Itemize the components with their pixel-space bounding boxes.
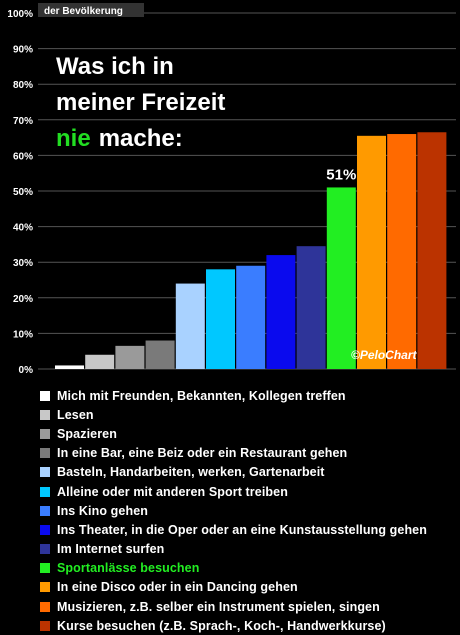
y-tick-label: 100% (7, 9, 33, 20)
legend-item: Ins Theater, in die Oper oder an eine Ku… (40, 520, 427, 539)
legend-item: In eine Disco oder in ein Dancing gehen (40, 578, 427, 597)
legend-item: Basteln, Handarbeiten, werken, Gartenarb… (40, 463, 427, 482)
legend-label: Ins Theater, in die Oper oder an eine Ku… (57, 522, 427, 537)
legend-label: Im Internet surfen (57, 542, 165, 557)
bars (55, 132, 447, 369)
y-tick-label: 60% (13, 151, 33, 162)
legend-item: Im Internet surfen (40, 540, 427, 559)
legend-item: Musizieren, z.B. selber ein Instrument s… (40, 597, 427, 616)
bar (326, 187, 356, 369)
y-tick-label: 20% (13, 294, 33, 305)
bar (357, 135, 386, 369)
legend-swatch (40, 390, 50, 401)
legend-item: Kurse besuchen (z.B. Sprach-, Koch-, Han… (40, 616, 427, 635)
y-tick-label: 80% (13, 80, 33, 91)
legend-swatch (40, 544, 50, 555)
y-tick-label: 10% (13, 329, 33, 340)
subtitle-box (38, 3, 144, 17)
legend-label: In eine Bar, eine Beiz oder ein Restaura… (57, 446, 348, 461)
legend-swatch (40, 582, 50, 593)
bar (175, 283, 205, 369)
title-line-2: meiner Freizeit (56, 89, 225, 116)
y-tick-label: 0% (19, 365, 34, 376)
title-rest: mache: (99, 125, 183, 152)
watermark: ©PeloChart (351, 348, 418, 362)
legend-swatch (40, 486, 50, 497)
y-tick-label: 40% (13, 223, 33, 234)
bar (206, 269, 235, 369)
legend-label: Spazieren (57, 426, 117, 441)
bar-value-label-51: 51% (326, 166, 356, 183)
legend-item: Lesen (40, 405, 427, 424)
bar (145, 340, 175, 369)
legend-swatch (40, 428, 50, 439)
legend-label: Mich mit Freunden, Bekannten, Kollegen t… (57, 388, 346, 403)
legend-swatch (40, 505, 50, 516)
bar (115, 345, 145, 369)
y-tick-label: 90% (13, 45, 33, 56)
legend-label: Basteln, Handarbeiten, werken, Gartenarb… (57, 465, 325, 480)
legend-swatch (40, 563, 50, 574)
legend-item: Spazieren (40, 424, 427, 443)
legend-label: Musizieren, z.B. selber ein Instrument s… (57, 599, 380, 614)
title-line-1: Was ich in (56, 53, 174, 80)
legend-item: Alleine oder mit anderen Sport treiben (40, 482, 427, 501)
legend-label: Sportanlässe besuchen (57, 561, 200, 576)
legend-item: In eine Bar, eine Beiz oder ein Restaura… (40, 444, 427, 463)
legend-swatch (40, 524, 50, 535)
legend-item: Mich mit Freunden, Bekannten, Kollegen t… (40, 386, 427, 405)
bar (266, 255, 296, 369)
chart-subtitle: der Bevölkerung (44, 6, 123, 17)
y-tick-label: 30% (13, 258, 33, 269)
legend-swatch (40, 467, 50, 478)
bar (417, 132, 447, 369)
legend-label: Kurse besuchen (z.B. Sprach-, Koch-, Han… (57, 618, 386, 633)
legend-label: Alleine oder mit anderen Sport treiben (57, 484, 288, 499)
legend-swatch (40, 448, 50, 459)
legend-swatch (40, 409, 50, 420)
legend-label: Lesen (57, 407, 94, 422)
legend-swatch (40, 601, 50, 612)
y-axis-ticks: 100% 90% 80% 70% 60% 50% 40% 30% 20% 10% 0% (7, 9, 33, 376)
legend: Mich mit Freunden, Bekannten, Kollegen t… (40, 386, 427, 635)
title-line-3: nie mache: (56, 125, 183, 152)
legend-item: Sportanlässe besuchen (40, 559, 427, 578)
bar (85, 354, 115, 369)
legend-label: In eine Disco oder in ein Dancing gehen (57, 580, 298, 595)
bar (387, 134, 417, 369)
legend-item: Ins Kino gehen (40, 501, 427, 520)
bar (55, 365, 84, 369)
legend-label: Ins Kino gehen (57, 503, 148, 518)
bar (236, 265, 266, 369)
y-tick-label: 50% (13, 187, 33, 198)
bar (296, 246, 326, 369)
legend-swatch (40, 620, 50, 631)
title-highlight: nie (56, 125, 91, 152)
y-tick-label: 70% (13, 116, 33, 127)
